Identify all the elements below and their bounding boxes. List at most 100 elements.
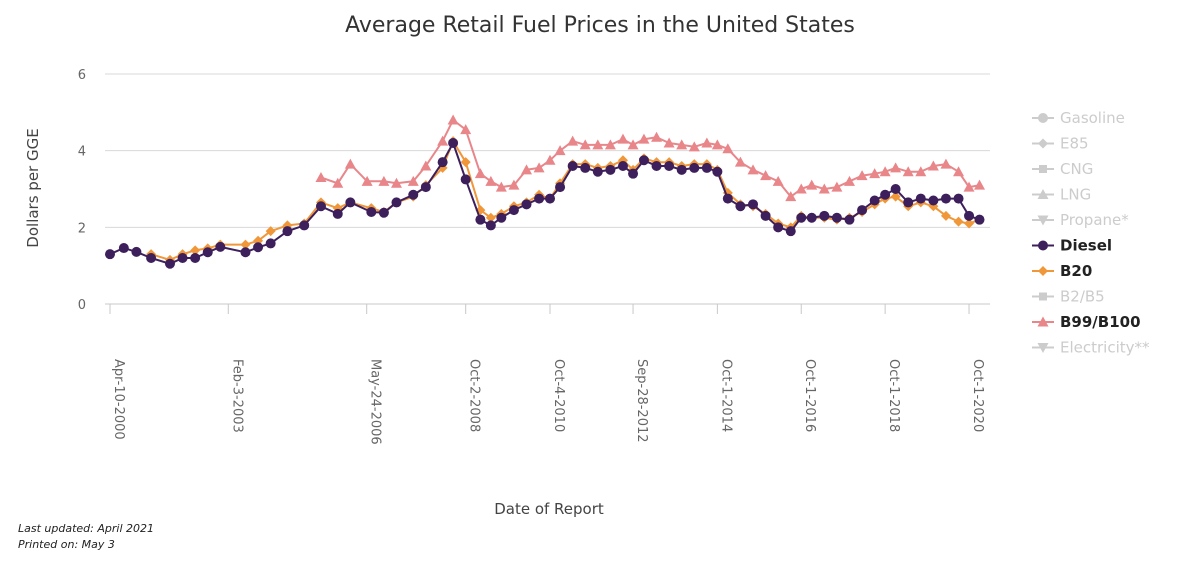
data-point-diesel — [460, 174, 471, 185]
data-point-b99-b100 — [521, 164, 533, 175]
data-point-b99-b100 — [474, 168, 486, 179]
data-point-diesel — [240, 247, 251, 258]
data-point-b99-b100 — [592, 139, 604, 150]
legend-marker — [1038, 266, 1048, 276]
data-point-b99-b100 — [843, 175, 855, 186]
data-point-diesel — [146, 253, 157, 263]
data-point-diesel — [448, 138, 459, 148]
data-point-b99-b100 — [627, 139, 639, 150]
legend-label: B99/B100 — [1060, 313, 1141, 331]
x-axis-title: Date of Report — [494, 500, 604, 518]
data-point-diesel — [928, 195, 939, 206]
data-point-b99-b100 — [315, 172, 327, 182]
legend-item-b2-b5[interactable]: B2/B5 — [1032, 288, 1105, 306]
data-point-diesel — [315, 201, 326, 212]
x-axis-ticks: Apr-10-2000 Feb-3-2003 May-24-2006 Oct-2-20… — [109, 304, 985, 445]
printed-on-note: Printed on: May 3 — [18, 538, 115, 551]
legend-label: B20 — [1060, 262, 1092, 280]
data-point-b99-b100 — [734, 156, 746, 167]
data-point-diesel — [391, 197, 402, 208]
legend-item-electricity-[interactable]: Electricity** — [1032, 339, 1150, 357]
legend-label: Propane* — [1060, 211, 1129, 229]
data-point-diesel — [712, 166, 723, 177]
data-point-diesel — [880, 189, 891, 200]
data-point-diesel — [508, 205, 519, 216]
data-point-diesel — [555, 182, 566, 193]
data-point-b99-b100 — [856, 170, 868, 181]
legend-item-e85[interactable]: E85 — [1032, 135, 1089, 153]
data-point-diesel — [215, 241, 226, 252]
data-point-b20 — [240, 239, 251, 250]
legend-label: Diesel — [1060, 237, 1112, 255]
legend-marker — [1039, 165, 1047, 173]
data-point-diesel — [940, 193, 951, 204]
legend-marker — [1039, 292, 1047, 301]
legend-item-diesel[interactable]: Diesel — [1032, 237, 1112, 255]
data-point-diesel — [164, 258, 175, 269]
last-updated-note: Last updated: April 2021 — [18, 522, 154, 535]
data-point-b99-b100 — [701, 137, 713, 148]
data-point-diesel — [521, 199, 532, 210]
legend-label: CNG — [1060, 160, 1093, 178]
data-point-diesel — [282, 226, 293, 237]
y-tick-label: 4 — [78, 145, 86, 160]
x-tick-label: Feb-3-2003 — [229, 359, 244, 433]
data-point-b99-b100 — [533, 162, 545, 173]
data-point-b99-b100 — [437, 135, 449, 146]
data-point-b99-b100 — [927, 160, 939, 171]
legend-item-lng[interactable]: LNG — [1032, 186, 1091, 204]
data-point-diesel — [420, 182, 431, 193]
data-point-b99-b100 — [663, 137, 675, 148]
data-point-diesel — [345, 197, 356, 208]
x-tick-label: Oct-4-2010 — [551, 359, 566, 432]
data-point-b99-b100 — [604, 139, 616, 150]
legend-marker — [1037, 189, 1049, 199]
data-point-b99-b100 — [785, 191, 797, 202]
data-point-diesel — [953, 193, 964, 204]
legend-item-b20[interactable]: B20 — [1032, 262, 1092, 280]
data-point-b99-b100 — [806, 179, 818, 190]
series-b99-b100 — [315, 114, 986, 202]
series-diesel — [105, 138, 985, 269]
legend-label: Gasoline — [1060, 109, 1125, 127]
data-point-b99-b100 — [554, 145, 566, 156]
data-point-diesel — [496, 212, 507, 223]
data-point-b20 — [190, 245, 201, 256]
data-point-diesel — [785, 226, 796, 237]
data-point-b99-b100 — [447, 114, 459, 125]
data-point-b20 — [964, 218, 975, 229]
data-point-diesel — [819, 210, 830, 221]
data-point-diesel — [190, 253, 201, 263]
data-point-diesel — [748, 199, 759, 210]
data-point-diesel — [202, 247, 213, 258]
data-point-b99-b100 — [795, 183, 807, 194]
data-point-diesel — [689, 162, 700, 173]
data-point-diesel — [253, 242, 264, 253]
data-point-b99-b100 — [890, 162, 902, 173]
legend-item-cng[interactable]: CNG — [1032, 160, 1093, 178]
data-point-diesel — [118, 243, 129, 254]
data-point-diesel — [796, 212, 807, 223]
data-point-b20 — [485, 212, 496, 223]
data-point-b99-b100 — [940, 158, 952, 169]
legend-item-propane-[interactable]: Propane* — [1032, 211, 1129, 229]
data-point-b99-b100 — [831, 181, 843, 192]
data-point-b99-b100 — [579, 139, 591, 150]
data-point-diesel — [265, 238, 276, 249]
data-point-b99-b100 — [378, 175, 390, 186]
data-point-diesel — [485, 220, 496, 231]
legend-label: Electricity** — [1060, 339, 1150, 357]
data-point-diesel — [869, 195, 880, 206]
data-point-diesel — [831, 212, 842, 223]
legend-item-b99-b100[interactable]: B99/B100 — [1032, 313, 1141, 331]
data-point-b99-b100 — [818, 183, 830, 194]
data-point-diesel — [806, 212, 817, 223]
data-point-b99-b100 — [772, 175, 784, 186]
data-point-diesel — [605, 164, 616, 175]
data-point-b20 — [953, 216, 964, 227]
x-tick-label: Sep-28-2012 — [634, 359, 649, 443]
data-point-b99-b100 — [617, 133, 629, 144]
legend-item-gasoline[interactable]: Gasoline — [1032, 109, 1125, 127]
data-point-diesel — [735, 201, 746, 212]
y-tick-label: 2 — [78, 221, 86, 236]
